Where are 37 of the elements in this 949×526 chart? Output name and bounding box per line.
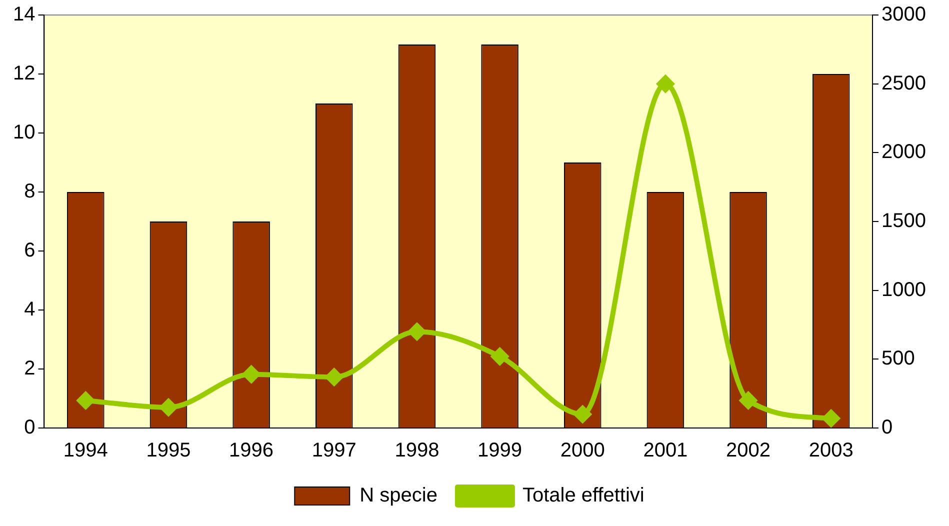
point [326, 368, 343, 386]
y-tick-label: 4 [24, 298, 36, 321]
point [574, 406, 592, 423]
y-tick-label: 8 [24, 180, 36, 203]
x-tick-label: 2003 [808, 440, 854, 462]
x-tick-label: 1997 [312, 440, 356, 462]
y-tick-label: 2 [24, 358, 36, 380]
y2-tick-label: 2500 [882, 72, 926, 94]
y2-tick-label: 1500 [882, 210, 926, 232]
y2-tick-label: 1000 [882, 278, 926, 301]
y2-tick-label: 2000 [882, 141, 926, 164]
x-tick-label: 1995 [146, 440, 191, 462]
point [656, 75, 674, 92]
x-tick-label: 2000 [560, 440, 605, 462]
y-tick-label: 6 [24, 240, 36, 262]
x-tick-label: 1996 [229, 440, 274, 462]
y-tick-label: 10 [12, 122, 36, 144]
x-tick-label: 1999 [478, 440, 522, 462]
x-tick-label: 2002 [726, 440, 771, 462]
legend-label: N specie [360, 484, 438, 507]
x-tick-label: 2001 [643, 440, 688, 462]
point [740, 392, 757, 409]
x-tick-label: 1998 [394, 440, 440, 462]
legend-label: Totale effettivi [522, 484, 644, 507]
y-tick-label: 0 [24, 416, 36, 439]
y2-tick-label: 3000 [882, 4, 926, 26]
point [160, 398, 177, 416]
y-tick-label: 12 [12, 62, 36, 85]
point [491, 348, 508, 365]
y-tick-label: 14 [12, 4, 36, 26]
point [242, 366, 260, 383]
point [408, 323, 426, 340]
y2-tick-label: 0 [882, 416, 893, 439]
point [77, 392, 94, 409]
x-tick-label: 1994 [63, 440, 108, 462]
point [822, 410, 840, 427]
y2-tick-label: 500 [882, 348, 915, 370]
